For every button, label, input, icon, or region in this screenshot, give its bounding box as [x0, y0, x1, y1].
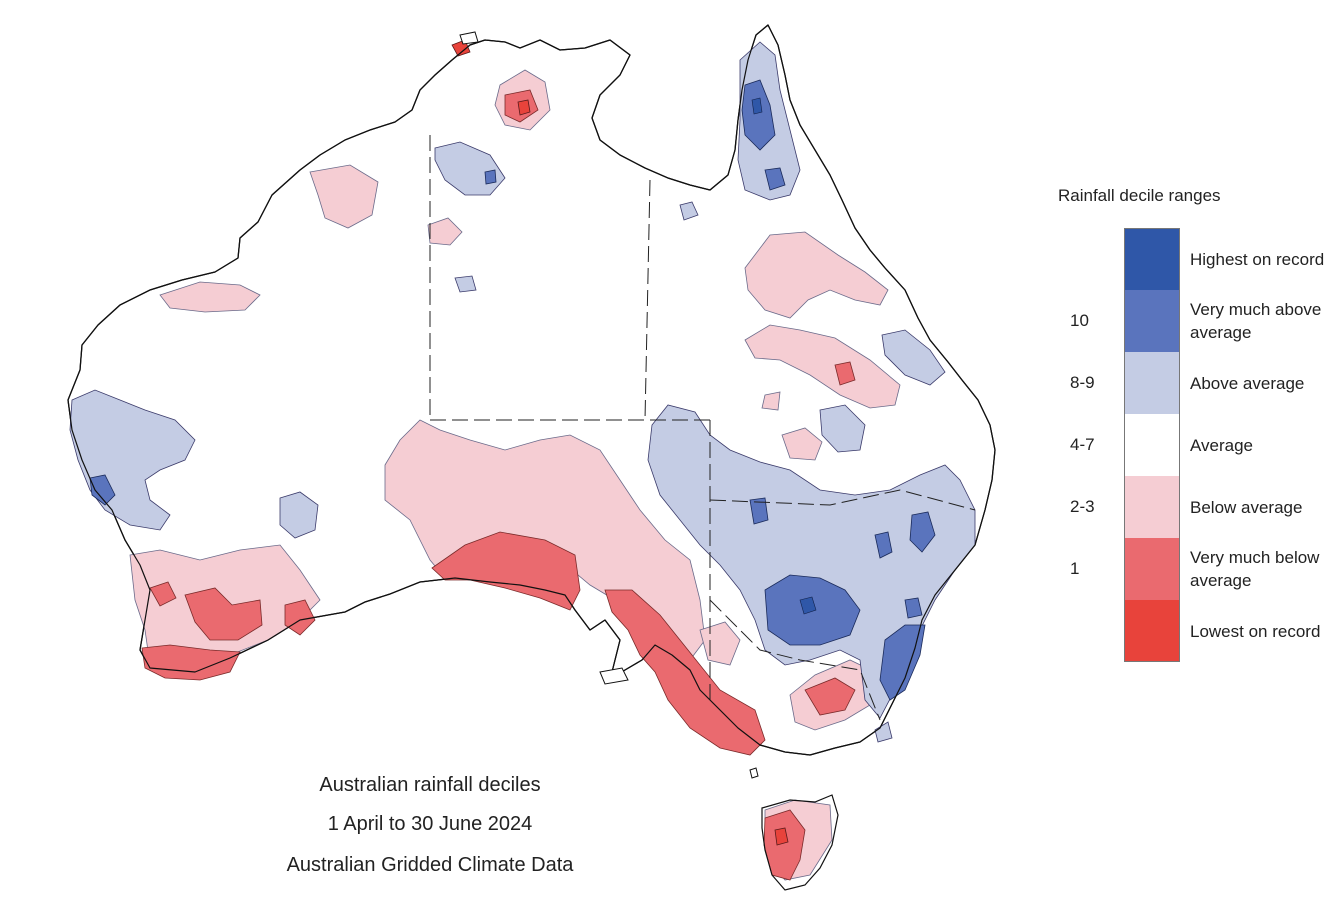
legend-title: Rainfall decile ranges: [1058, 186, 1221, 205]
legend-decile-range: 1: [1070, 559, 1080, 578]
map-data-source: Australian Gridded Climate Data: [286, 854, 574, 876]
islands: [459, 31, 759, 779]
legend-label: Highest on record: [1190, 249, 1325, 269]
legend-color-swatch: [1124, 538, 1180, 600]
legend-label: Very much below average: [1190, 548, 1320, 590]
legend-decile-range: 10: [1070, 311, 1089, 330]
legend-color-swatch: [1124, 290, 1180, 352]
legend-decile-range: 2-3: [1070, 497, 1095, 516]
legend-item: Highest on record: [1058, 228, 1336, 290]
legend-decile-range: 8-9: [1070, 373, 1095, 392]
tasmania-outline: [761, 794, 839, 891]
legend-color-swatch: [1124, 352, 1180, 414]
legend-item: 2-3 Below average: [1058, 476, 1336, 538]
legend-label: Above average: [1190, 373, 1305, 393]
legend-color-swatch: [1124, 476, 1180, 538]
very-much-below-average-regions: [141, 89, 856, 881]
very-much-above-average-regions: [89, 79, 936, 701]
legend-color-swatch: [1124, 228, 1180, 290]
legend-item: 10 Very much above average: [1058, 290, 1336, 352]
map-date-range: 1 April to 30 June 2024: [327, 813, 533, 835]
legend-label: Below average: [1190, 497, 1303, 517]
legend-label: Lowest on record: [1190, 621, 1321, 641]
state-borders: [429, 135, 976, 721]
map-title: Australian rainfall deciles: [319, 774, 541, 796]
legend-item: 1 Very much below average: [1058, 538, 1336, 600]
legend-item: Lowest on record: [1058, 600, 1336, 662]
coastline: [67, 24, 996, 756]
lowest-on-record-regions: [451, 39, 789, 846]
legend-label: Average: [1190, 435, 1254, 455]
legend-item: 8-9 Above average: [1058, 352, 1336, 414]
legend-color-swatch: [1124, 414, 1180, 476]
legend-label: Very much above average: [1190, 300, 1322, 342]
highest-on-record-regions: [751, 97, 817, 615]
legend-color-swatch: [1124, 600, 1180, 662]
legend-item: 4-7 Average: [1058, 414, 1336, 476]
legend-decile-range: 4-7: [1070, 435, 1095, 454]
